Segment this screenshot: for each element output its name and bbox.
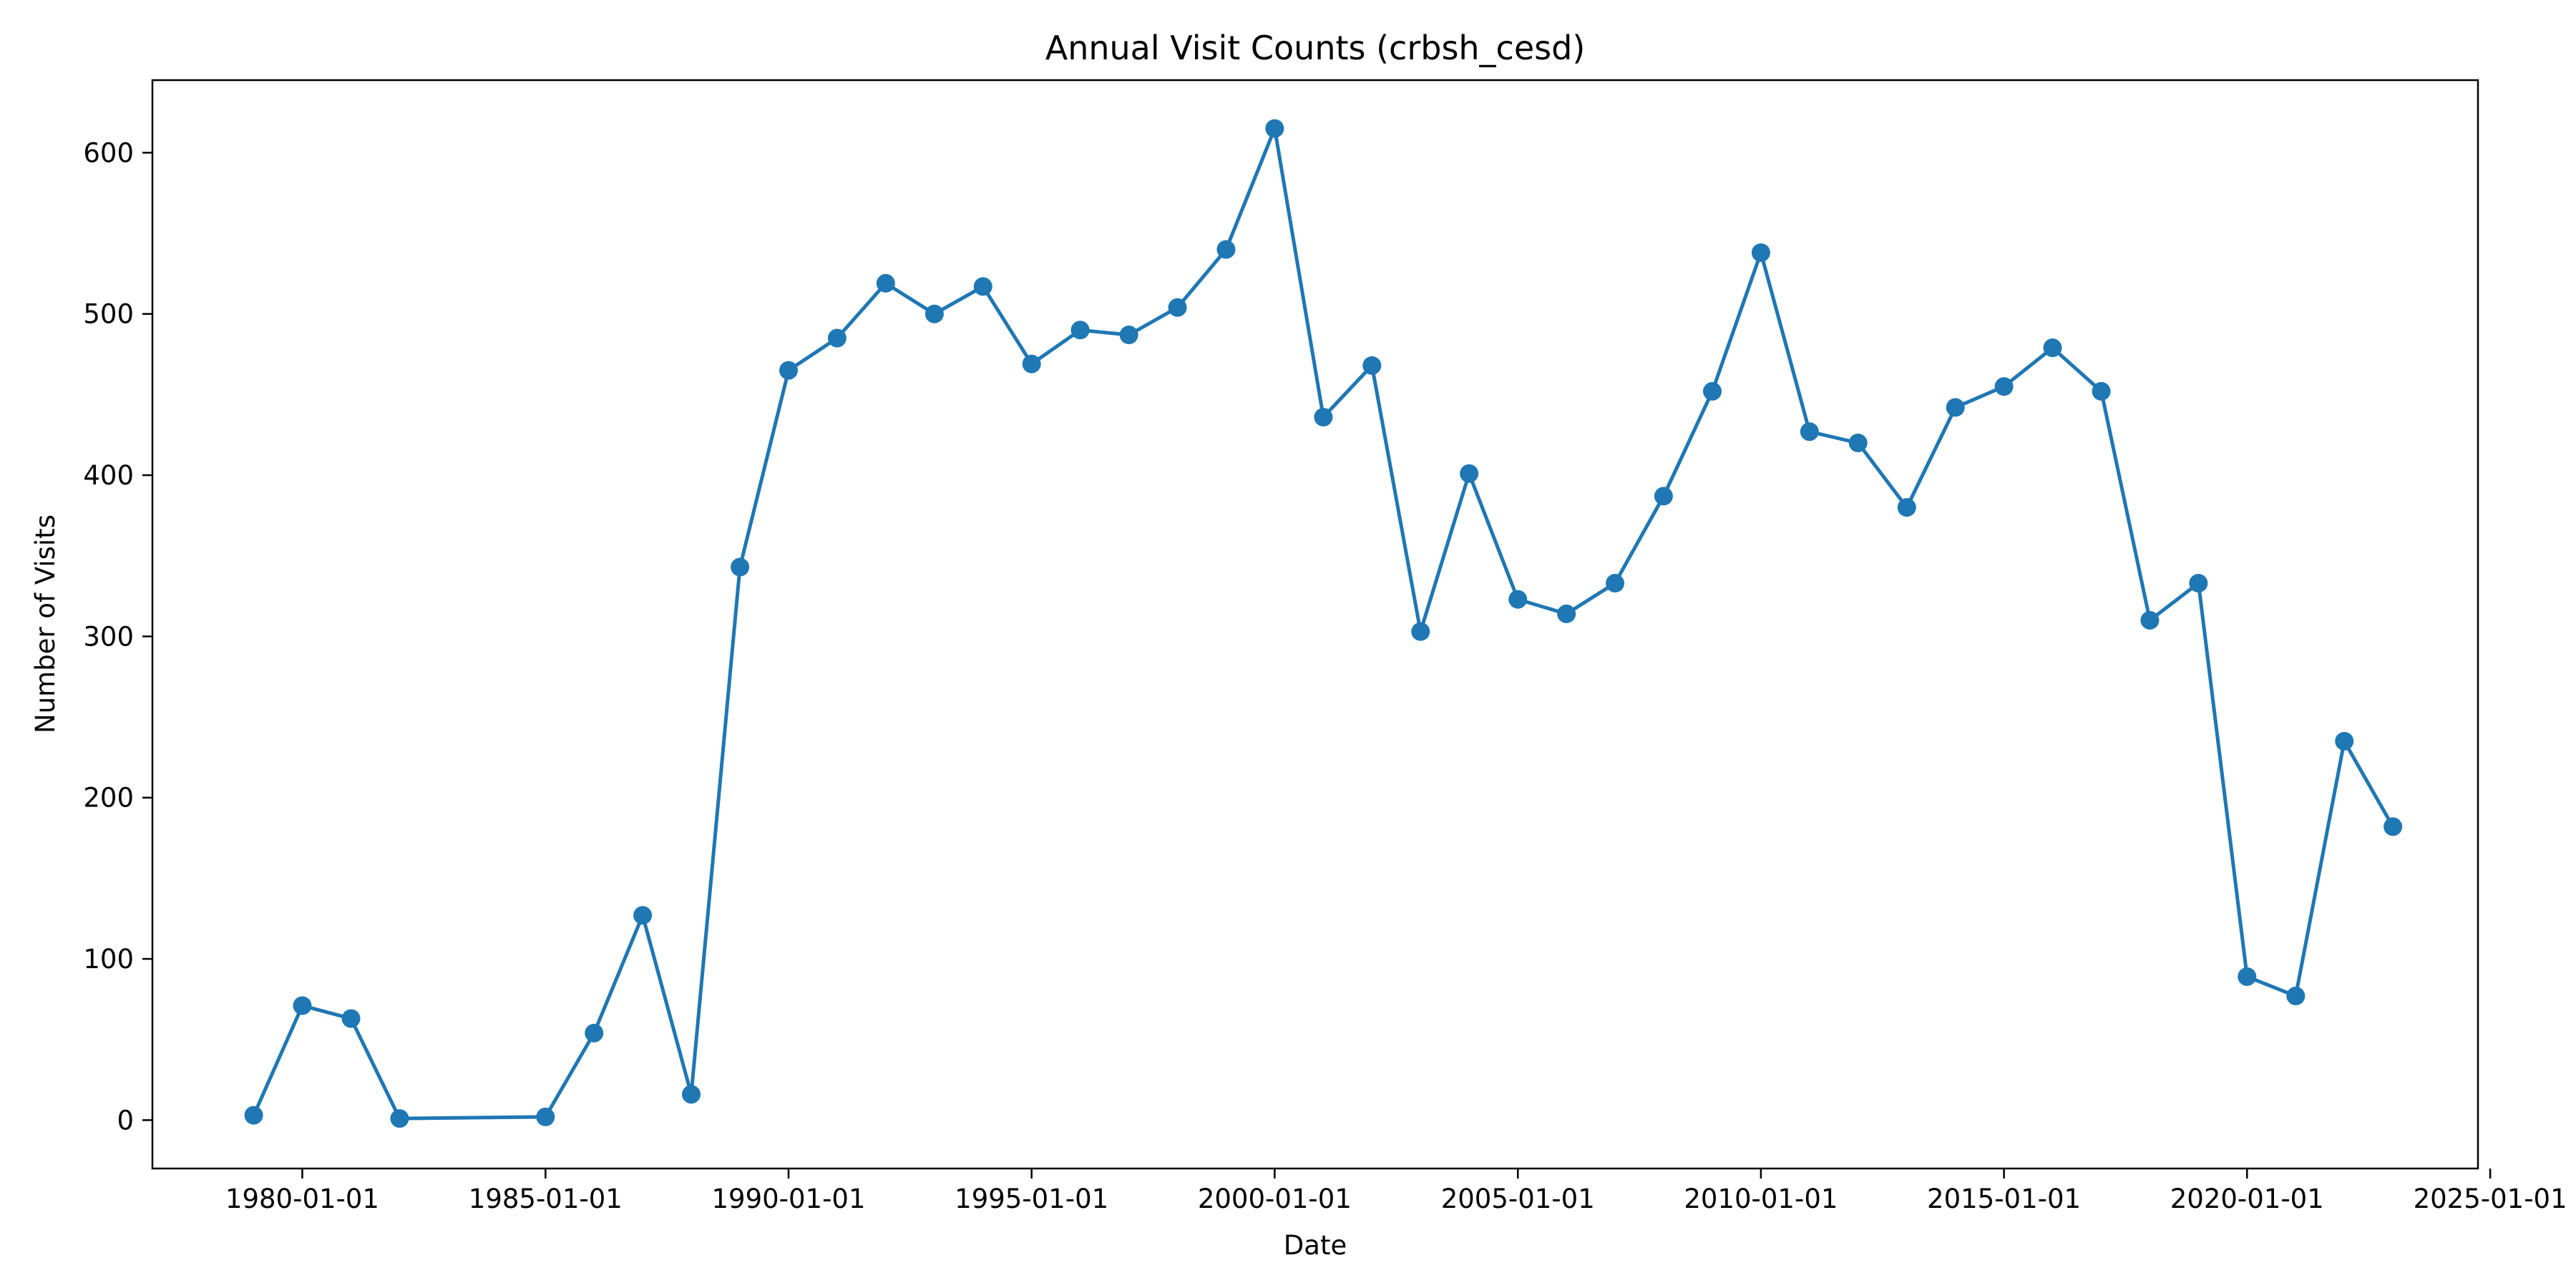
chart-title: Annual Visit Counts (crbsh_cesd) bbox=[1045, 29, 1586, 67]
plot-area bbox=[151, 79, 2479, 1170]
data-point bbox=[1070, 321, 1090, 340]
data-point bbox=[1557, 604, 1576, 623]
x-tick-label: 1980-01-01 bbox=[225, 1184, 379, 1214]
y-tick-label: 100 bbox=[83, 944, 134, 975]
data-point bbox=[682, 1085, 701, 1104]
data-point bbox=[536, 1107, 555, 1126]
data-point bbox=[2189, 574, 2208, 593]
data-point bbox=[2092, 381, 2111, 401]
data-point bbox=[1848, 434, 1868, 452]
data-point bbox=[1168, 298, 1187, 317]
data-point bbox=[731, 557, 750, 577]
x-tick-label: 2000-01-01 bbox=[1198, 1184, 1352, 1214]
data-point bbox=[1119, 326, 1138, 345]
data-point bbox=[1314, 407, 1333, 426]
data-point bbox=[2384, 817, 2403, 836]
data-point bbox=[2335, 731, 2354, 751]
x-tick-label: 2010-01-01 bbox=[1684, 1184, 1838, 1214]
data-point bbox=[1800, 422, 1819, 441]
series-line bbox=[252, 127, 2395, 1121]
x-tick-label: 2020-01-01 bbox=[2170, 1184, 2324, 1214]
data-point bbox=[1508, 590, 1528, 609]
x-tick-label: 1995-01-01 bbox=[955, 1184, 1108, 1214]
data-point bbox=[1897, 498, 1916, 517]
data-point bbox=[341, 1009, 361, 1028]
data-point bbox=[585, 1023, 604, 1043]
x-tick-label: 2025-01-01 bbox=[2414, 1184, 2567, 1214]
data-point bbox=[390, 1109, 409, 1128]
data-point bbox=[827, 328, 847, 348]
data-point bbox=[293, 996, 312, 1015]
y-tick-label: 0 bbox=[117, 1105, 134, 1136]
y-axis-label: Number of Visits bbox=[30, 514, 61, 733]
data-point bbox=[1994, 377, 2014, 396]
data-point bbox=[1411, 622, 1430, 641]
data-point bbox=[1946, 398, 1965, 417]
data-point bbox=[779, 361, 799, 380]
data-point bbox=[244, 1106, 263, 1125]
y-tick-label: 500 bbox=[83, 299, 134, 330]
data-point bbox=[1654, 487, 1673, 506]
x-axis-label: Date bbox=[1284, 1230, 1347, 1261]
data-point bbox=[1606, 574, 1625, 593]
data-point bbox=[1702, 381, 1722, 401]
x-tick-label: 2005-01-01 bbox=[1441, 1184, 1595, 1214]
data-point bbox=[1265, 119, 1284, 138]
y-tick-label: 600 bbox=[83, 137, 134, 168]
data-point bbox=[2238, 967, 2257, 986]
data-point bbox=[2286, 986, 2306, 1005]
x-tick-label: 2015-01-01 bbox=[1927, 1184, 2081, 1214]
data-point bbox=[876, 273, 895, 293]
data-point bbox=[1751, 243, 1770, 263]
y-tick-label: 300 bbox=[83, 621, 134, 652]
data-point bbox=[1022, 354, 1041, 374]
data-point bbox=[2043, 338, 2062, 358]
series-visits bbox=[244, 119, 2403, 1128]
y-axis: 0 100 200 300 400 500 600 bbox=[83, 137, 152, 1136]
y-tick-label: 200 bbox=[83, 783, 134, 814]
plot-frame bbox=[151, 79, 2479, 1170]
data-point bbox=[633, 906, 653, 925]
y-tick-label: 400 bbox=[83, 460, 134, 491]
data-point bbox=[973, 277, 992, 296]
x-tick-label: 1990-01-01 bbox=[711, 1184, 865, 1214]
data-point bbox=[1216, 240, 1236, 259]
data-point bbox=[924, 304, 944, 323]
x-axis: 1980-01-01 1985-01-01 1990-01-01 1995-01-01… bbox=[225, 1169, 2567, 1214]
data-point bbox=[1362, 356, 1382, 375]
data-point bbox=[1460, 464, 1479, 483]
x-tick-label: 1985-01-01 bbox=[469, 1184, 623, 1214]
data-point bbox=[2140, 610, 2160, 630]
